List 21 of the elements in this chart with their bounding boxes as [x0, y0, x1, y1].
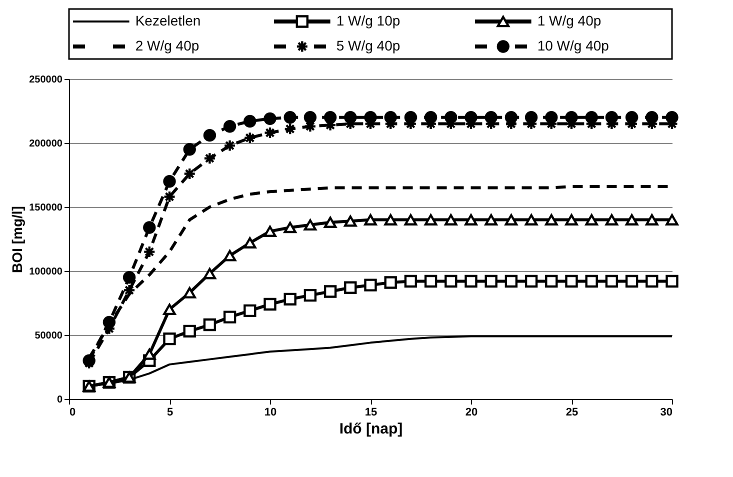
x-tick-label: 0 [70, 406, 76, 418]
y-tick-label: 0 [56, 394, 63, 406]
x-tick-label: 20 [465, 406, 478, 418]
x-tick-label: 30 [660, 406, 672, 418]
legend-label: 10 W/g 40p [537, 38, 610, 54]
x-tick-label: 5 [166, 406, 174, 418]
y-tick-label: 100000 [29, 266, 63, 278]
legend-label: 5 W/g 40p [336, 38, 400, 54]
y-tick-label: 50000 [34, 330, 63, 342]
y-tick-label: 200000 [29, 138, 63, 150]
x-tick-label: 15 [364, 406, 378, 418]
legend-label: 2 W/g 40p [135, 38, 200, 54]
y-axis-title: BOI [mg/l] [9, 206, 26, 273]
legend-label: 1 W/g 10p [336, 12, 400, 28]
y-tick-label: 250000 [29, 74, 63, 86]
x-axis-title: Idő [nap] [339, 420, 403, 438]
y-tick-label: 150000 [29, 202, 63, 214]
legend-label: 1 W/g 40p [537, 12, 602, 28]
legend-label: Kezeletlen [135, 12, 201, 28]
x-tick-label: 25 [566, 406, 578, 418]
x-tick-label: 10 [264, 406, 277, 418]
